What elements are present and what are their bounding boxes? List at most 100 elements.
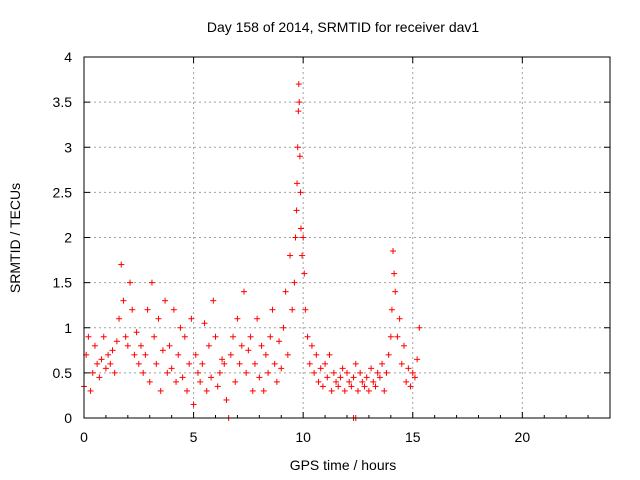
- y-tick-label: 3.5: [53, 94, 73, 110]
- data-point: [304, 333, 311, 340]
- data-point: [111, 369, 118, 376]
- data-point: [337, 374, 344, 381]
- data-point: [157, 387, 164, 394]
- data-point: [122, 333, 129, 340]
- y-tick-label: 1.5: [53, 275, 73, 291]
- data-point: [102, 365, 109, 372]
- data-point: [221, 360, 228, 367]
- data-point: [188, 315, 195, 322]
- data-point: [223, 396, 230, 403]
- data-point: [260, 387, 267, 394]
- data-point: [256, 374, 263, 381]
- data-point: [153, 360, 160, 367]
- chart-title: Day 158 of 2014, SRMTID for receiver dav…: [207, 19, 480, 35]
- data-point: [301, 270, 308, 277]
- data-point: [199, 360, 206, 367]
- data-point: [227, 351, 234, 358]
- data-point: [388, 306, 395, 313]
- data-point: [326, 351, 333, 358]
- data-point: [280, 324, 287, 331]
- data-point: [296, 153, 303, 160]
- data-point: [247, 333, 254, 340]
- data-point: [385, 351, 392, 358]
- data-point: [219, 356, 226, 363]
- data-point: [249, 387, 256, 394]
- data-point: [148, 279, 155, 286]
- y-tick-label: 0.5: [53, 365, 73, 381]
- data-point: [267, 333, 274, 340]
- data-point: [113, 338, 120, 345]
- data-point: [205, 342, 212, 349]
- data-point: [254, 315, 261, 322]
- data-point: [175, 351, 182, 358]
- data-point: [105, 351, 112, 358]
- data-point: [230, 333, 237, 340]
- data-point: [173, 378, 180, 385]
- data-point: [394, 333, 401, 340]
- data-point: [109, 347, 116, 354]
- data-point: [240, 288, 247, 295]
- data-point: [234, 315, 241, 322]
- data-point: [346, 378, 353, 385]
- x-tick-label: 10: [295, 429, 311, 445]
- y-tick-label: 4: [64, 49, 72, 65]
- x-tick-label: 5: [190, 429, 198, 445]
- data-point: [151, 333, 158, 340]
- data-point: [116, 315, 123, 322]
- y-tick-label: 2.5: [53, 184, 73, 200]
- data-point: [129, 306, 136, 313]
- data-point: [192, 351, 199, 358]
- data-points: [81, 81, 423, 421]
- data-point: [91, 342, 98, 349]
- data-point: [186, 360, 193, 367]
- data-point: [344, 369, 350, 376]
- data-point: [140, 369, 147, 376]
- data-point: [210, 297, 217, 304]
- data-point: [294, 180, 301, 187]
- data-point: [306, 360, 313, 367]
- data-point: [376, 374, 383, 381]
- data-point: [405, 365, 412, 372]
- data-point: [184, 387, 191, 394]
- data-point: [409, 369, 416, 376]
- axis-ticks: 0 5 10 15 20 0 0.5 1 1.5 2 2.5 3 3.5 4: [53, 49, 610, 445]
- y-axis-label: SRMTID / TECUs: [7, 183, 23, 293]
- data-point: [333, 378, 340, 385]
- data-point: [107, 360, 114, 367]
- data-point: [124, 342, 131, 349]
- data-point: [276, 338, 283, 345]
- data-point: [390, 248, 397, 255]
- data-point: [391, 270, 398, 277]
- data-point: [179, 374, 186, 381]
- data-point: [308, 342, 315, 349]
- data-point: [168, 365, 175, 372]
- data-point: [194, 369, 201, 376]
- data-point: [133, 329, 140, 336]
- data-point: [203, 387, 210, 394]
- data-point: [407, 383, 414, 390]
- y-tick-label: 0: [64, 410, 72, 426]
- y-tick-label: 3: [64, 139, 72, 155]
- data-point: [85, 333, 92, 340]
- data-point: [164, 369, 171, 376]
- data-point: [170, 306, 177, 313]
- data-point: [96, 374, 103, 381]
- data-point: [271, 360, 278, 367]
- data-point: [317, 365, 324, 372]
- data-point: [381, 387, 388, 394]
- data-point: [127, 279, 134, 286]
- data-point: [214, 383, 221, 390]
- data-point: [282, 288, 289, 295]
- data-point: [262, 351, 269, 358]
- data-point: [137, 342, 144, 349]
- data-point: [87, 387, 94, 394]
- data-point: [89, 369, 96, 376]
- data-point: [379, 360, 386, 367]
- data-point: [319, 383, 326, 390]
- data-point: [322, 360, 329, 367]
- data-point: [348, 383, 355, 390]
- data-point: [236, 360, 243, 367]
- data-point: [324, 374, 331, 381]
- data-point: [354, 387, 361, 394]
- data-point: [295, 81, 302, 88]
